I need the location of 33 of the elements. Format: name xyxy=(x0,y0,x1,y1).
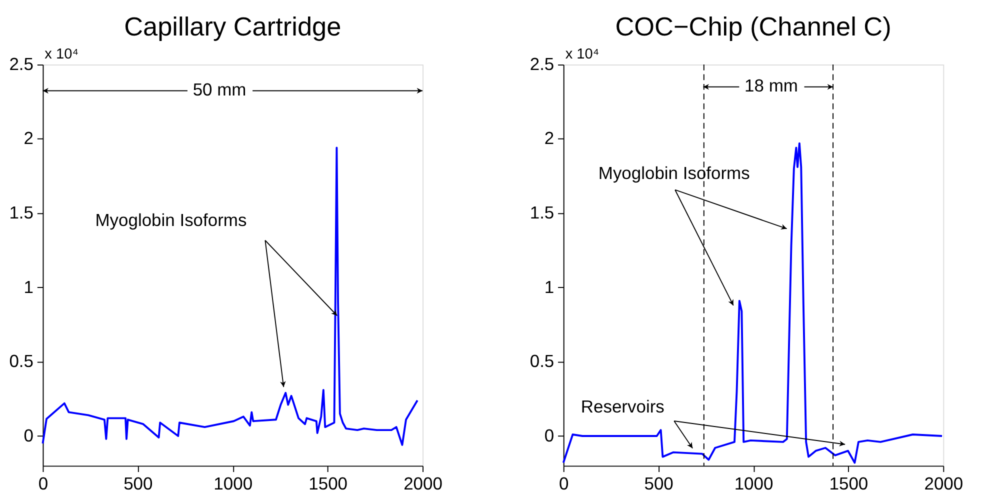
x-tick-label: 2000 xyxy=(924,474,964,494)
text: x 10⁴ xyxy=(44,46,78,63)
x-tick-label: 0 xyxy=(38,474,48,494)
x-tick-label: 1500 xyxy=(308,474,348,494)
y-tick-label: 0.5 xyxy=(9,351,34,372)
text: x 10⁴ xyxy=(565,46,600,63)
annotation: 50 mm xyxy=(192,80,246,100)
x-tick-label: 2000 xyxy=(404,474,443,494)
chart-title: Capillary Cartridge xyxy=(124,11,342,42)
x-tick-label: 0 xyxy=(559,474,570,494)
y-tick-label: 2 xyxy=(24,128,34,148)
y-tick-label: 0 xyxy=(544,425,554,446)
x-tick-label: 1000 xyxy=(214,474,253,494)
y-tick-label: 2.5 xyxy=(9,54,34,74)
line-series xyxy=(42,146,418,446)
x-tick-label: 500 xyxy=(644,474,674,494)
x-tick-label: 1500 xyxy=(829,474,868,494)
y-tick-label: 0.5 xyxy=(530,351,554,372)
annotation: Reservoirs xyxy=(580,396,665,416)
y-tick-label: 1 xyxy=(544,276,554,297)
annotation: Myoglobin Isoforms xyxy=(95,210,247,230)
chart-title: COC−Chip (Channel C) xyxy=(615,11,892,42)
annotation: 18 mm xyxy=(744,76,798,96)
annotation: Myoglobin Isoforms xyxy=(598,163,750,184)
y-tick-label: 1.5 xyxy=(9,202,34,222)
y-tick-label: 2 xyxy=(544,128,554,148)
x-tick-label: 1000 xyxy=(734,474,774,494)
y-tick-label: 1.5 xyxy=(530,202,554,222)
line-series xyxy=(562,142,944,464)
y-tick-label: 0 xyxy=(24,425,34,446)
x-tick-label: 500 xyxy=(124,474,154,494)
y-tick-label: 2.5 xyxy=(530,54,554,74)
y-tick-label: 1 xyxy=(24,276,34,297)
